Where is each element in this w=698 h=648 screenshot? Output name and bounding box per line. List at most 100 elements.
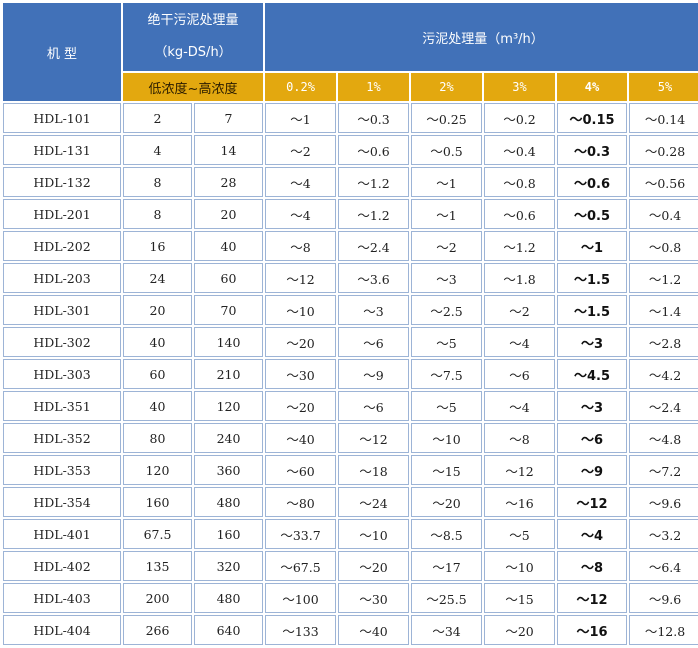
- cell-model: HDL-132: [3, 167, 121, 197]
- cell-pct-1: ～0.6: [338, 135, 410, 165]
- cell-pct-2: ～2: [411, 231, 483, 261]
- cell-pct-2: ～1: [411, 199, 483, 229]
- cell-dry-low: 135: [123, 551, 192, 581]
- cell-model: HDL-402: [3, 551, 121, 581]
- table-row: HDL-303 60 210 ～30 ～9 ～7.5 ～6 ～4.5 ～4.2: [3, 359, 698, 389]
- header-dry-solids: 绝干污泥处理量 （kg-DS/h）: [123, 3, 264, 72]
- cell-pct-5: ～4.8: [629, 423, 698, 453]
- cell-pct-3: ～0.4: [484, 135, 556, 165]
- cell-dry-low: 120: [123, 455, 192, 485]
- cell-pct-5: ～6.4: [629, 551, 698, 581]
- table-row: HDL-402 135 320 ～67.5 ～20 ～17 ～10 ～8 ～6.4: [3, 551, 698, 581]
- cell-model: HDL-403: [3, 583, 121, 613]
- cell-pct-4: ～6: [557, 423, 628, 453]
- table-row: HDL-201 8 20 ～4 ～1.2 ～1 ～0.6 ～0.5 ～0.4: [3, 199, 698, 229]
- cell-pct-0-2: ～40: [265, 423, 337, 453]
- cell-pct-4: ～12: [557, 487, 628, 517]
- cell-pct-1: ～24: [338, 487, 410, 517]
- cell-pct-5: ～0.56: [629, 167, 698, 197]
- cell-pct-5: ～2.4: [629, 391, 698, 421]
- cell-pct-2: ～7.5: [411, 359, 483, 389]
- header-pct-3: 3%: [484, 73, 556, 101]
- cell-pct-5: ～4.2: [629, 359, 698, 389]
- header-model: 机 型: [3, 3, 121, 101]
- cell-dry-low: 40: [123, 327, 192, 357]
- header-dry-solids-line1: 绝干污泥处理量: [147, 13, 239, 29]
- cell-pct-5: ～0.28: [629, 135, 698, 165]
- cell-pct-1: ～18: [338, 455, 410, 485]
- cell-dry-high: 120: [194, 391, 264, 421]
- cell-pct-4: ～3: [557, 391, 628, 421]
- table-row: HDL-404 266 640 ～133 ～40 ～34 ～20 ～16 ～12.8: [3, 615, 698, 645]
- cell-pct-3: ～4: [484, 391, 556, 421]
- cell-pct-2: ～1: [411, 167, 483, 197]
- cell-pct-1: ～6: [338, 327, 410, 357]
- cell-model: HDL-131: [3, 135, 121, 165]
- cell-pct-2: ～5: [411, 327, 483, 357]
- table-row: HDL-403 200 480 ～100 ～30 ～25.5 ～15 ～12 ～9.6: [3, 583, 698, 613]
- cell-dry-high: 210: [194, 359, 264, 389]
- cell-pct-5: ～9.6: [629, 583, 698, 613]
- cell-pct-2: ～17: [411, 551, 483, 581]
- cell-model: HDL-202: [3, 231, 121, 261]
- cell-pct-1: ～1.2: [338, 199, 410, 229]
- cell-model: HDL-401: [3, 519, 121, 549]
- table-row: HDL-301 20 70 ～10 ～3 ～2.5 ～2 ～1.5 ～1.4: [3, 295, 698, 325]
- cell-pct-3: ～4: [484, 327, 556, 357]
- cell-dry-high: 480: [194, 583, 264, 613]
- cell-pct-2: ～3: [411, 263, 483, 293]
- cell-pct-4: ～3: [557, 327, 628, 357]
- table-row: HDL-351 40 120 ～20 ～6 ～5 ～4 ～3 ～2.4: [3, 391, 698, 421]
- cell-pct-4: ～9: [557, 455, 628, 485]
- header-sludge-volume: 污泥处理量（m³/h）: [265, 3, 698, 72]
- cell-pct-5: ～0.8: [629, 231, 698, 261]
- cell-dry-high: 40: [194, 231, 264, 261]
- cell-pct-5: ～1.4: [629, 295, 698, 325]
- cell-model: HDL-351: [3, 391, 121, 421]
- cell-pct-2: ～0.5: [411, 135, 483, 165]
- cell-pct-1: ～9: [338, 359, 410, 389]
- cell-pct-2: ～20: [411, 487, 483, 517]
- cell-dry-high: 320: [194, 551, 264, 581]
- cell-model: HDL-302: [3, 327, 121, 357]
- table-body: HDL-101 2 7 ～1 ～0.3 ～0.25 ～0.2 ～0.15 ～0.14 HDL-13…: [3, 103, 698, 645]
- cell-pct-3: ～1.8: [484, 263, 556, 293]
- cell-model: HDL-203: [3, 263, 121, 293]
- cell-model: HDL-354: [3, 487, 121, 517]
- cell-pct-0-2: ～2: [265, 135, 337, 165]
- header-pct-4: 4%: [557, 73, 628, 101]
- cell-pct-4: ～16: [557, 615, 628, 645]
- cell-dry-low: 200: [123, 583, 192, 613]
- cell-pct-1: ～3.6: [338, 263, 410, 293]
- cell-dry-high: 640: [194, 615, 264, 645]
- header-sludge-volume-label: 污泥处理量（m³/h）: [422, 31, 544, 47]
- cell-pct-3: ～16: [484, 487, 556, 517]
- cell-model: HDL-101: [3, 103, 121, 133]
- cell-pct-3: ～2: [484, 295, 556, 325]
- cell-dry-high: 20: [194, 199, 264, 229]
- cell-pct-3: ～8: [484, 423, 556, 453]
- header-concentration-range: 低浓度~高浓度: [123, 73, 264, 101]
- cell-pct-5: ～2.8: [629, 327, 698, 357]
- cell-pct-1: ～12: [338, 423, 410, 453]
- cell-pct-5: ～0.4: [629, 199, 698, 229]
- cell-pct-0-2: ～20: [265, 327, 337, 357]
- cell-pct-2: ～5: [411, 391, 483, 421]
- cell-pct-3: ～0.6: [484, 199, 556, 229]
- cell-pct-0-2: ～20: [265, 391, 337, 421]
- cell-dry-low: 40: [123, 391, 192, 421]
- cell-dry-low: 67.5: [123, 519, 192, 549]
- table-row: HDL-101 2 7 ～1 ～0.3 ～0.25 ～0.2 ～0.15 ～0.14: [3, 103, 698, 133]
- cell-pct-5: ～7.2: [629, 455, 698, 485]
- cell-pct-4: ～1.5: [557, 295, 628, 325]
- table-row: HDL-401 67.5 160 ～33.7 ～10 ～8.5 ～5 ～4 ～3.2: [3, 519, 698, 549]
- table-row: HDL-353 120 360 ～60 ～18 ～15 ～12 ～9 ～7.2: [3, 455, 698, 485]
- cell-dry-low: 4: [123, 135, 192, 165]
- table-row: HDL-202 16 40 ～8 ～2.4 ～2 ～1.2 ～1 ～0.8: [3, 231, 698, 261]
- cell-pct-3: ～5: [484, 519, 556, 549]
- cell-pct-1: ～6: [338, 391, 410, 421]
- cell-pct-0-2: ～33.7: [265, 519, 337, 549]
- cell-pct-1: ～0.3: [338, 103, 410, 133]
- cell-pct-0-2: ～8: [265, 231, 337, 261]
- table-row: HDL-132 8 28 ～4 ～1.2 ～1 ～0.8 ～0.6 ～0.56: [3, 167, 698, 197]
